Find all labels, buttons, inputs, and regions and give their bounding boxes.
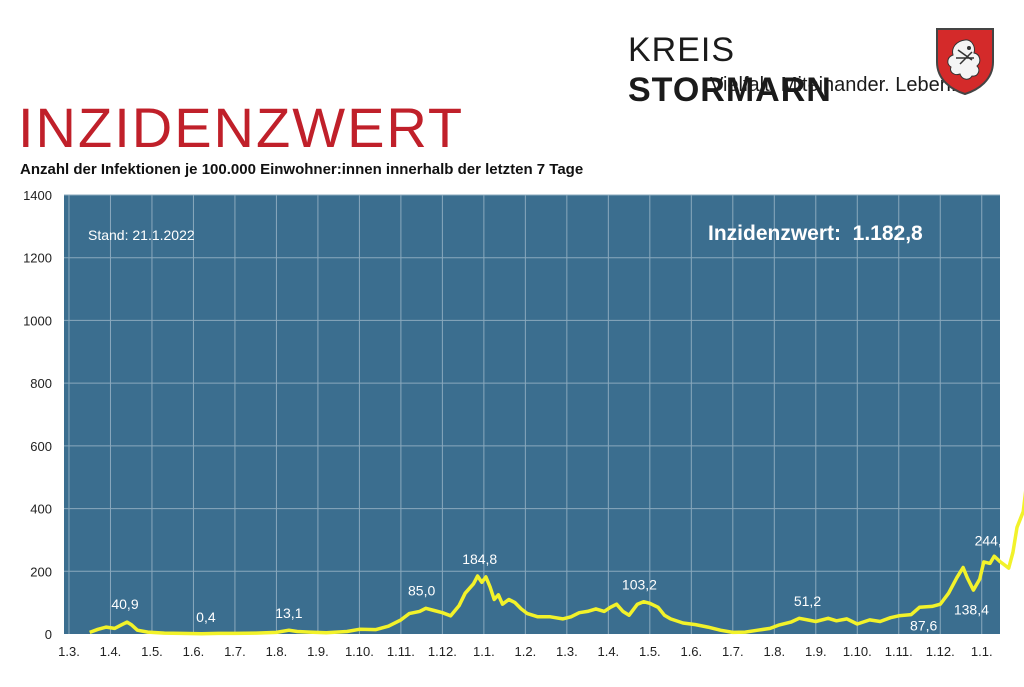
x-tick-label: 1.3. bbox=[58, 644, 80, 659]
x-tick-label: 1.5. bbox=[639, 644, 661, 659]
x-tick-label: 1.4. bbox=[597, 644, 619, 659]
y-tick-label: 0 bbox=[45, 627, 52, 642]
plot-area bbox=[64, 195, 1000, 634]
stand-date-label: Stand: 21.1.2022 bbox=[88, 227, 195, 243]
x-tick-label: 1.5. bbox=[141, 644, 163, 659]
x-tick-label: 1.6. bbox=[680, 644, 702, 659]
data-label: 40,9 bbox=[111, 596, 138, 612]
data-label: 0,4 bbox=[196, 609, 216, 625]
org-name-bold: STORMARN bbox=[628, 71, 832, 109]
x-tick-label: 1.8. bbox=[266, 644, 288, 659]
org-name: KREIS STORMARN bbox=[628, 30, 928, 110]
x-tick-label: 1.4. bbox=[100, 644, 122, 659]
x-tick-label: 1.3. bbox=[556, 644, 578, 659]
x-tick-label: 1.11. bbox=[885, 644, 913, 659]
x-axis-ticks: 1.3. 1.4. 1.5. 1.6. 1.7. 1.8. 1.9. 1.10. 1.11. 1.… bbox=[58, 644, 992, 659]
data-label: 500,1 bbox=[1010, 452, 1024, 468]
x-tick-label: 1.8. bbox=[763, 644, 785, 659]
x-tick-label: 1.10. bbox=[345, 644, 374, 659]
x-tick-label: 1.1. bbox=[971, 644, 993, 659]
y-tick-label: 400 bbox=[30, 502, 52, 517]
x-tick-label: 1.12. bbox=[926, 644, 955, 659]
coat-of-arms-icon bbox=[936, 28, 994, 96]
brand-logo-text: KREIS STORMARN Vielfalt. Miteinander. Le… bbox=[628, 30, 956, 110]
x-tick-label: 1.7. bbox=[722, 644, 744, 659]
x-tick-label: 1.2. bbox=[515, 644, 537, 659]
y-tick-label: 1000 bbox=[23, 313, 52, 328]
data-label: 184,8 bbox=[462, 551, 497, 567]
data-label: 244,5 bbox=[975, 532, 1010, 548]
x-tick-label: 1.1. bbox=[473, 644, 495, 659]
x-tick-label: 1.10. bbox=[843, 644, 872, 659]
y-tick-label: 800 bbox=[30, 376, 52, 391]
data-label: 13,1 bbox=[275, 605, 302, 621]
org-slogan: Vielfalt. Miteinander. Leben. bbox=[710, 74, 957, 96]
org-prefix: KREIS bbox=[628, 31, 736, 69]
x-tick-label: 1.9. bbox=[307, 644, 329, 659]
data-labels: 40,9 0,4 13,1 85,0 184,8 103,2 51,2 87,6 138,4 24… bbox=[111, 452, 1024, 633]
y-axis-ticks: 0 200 400 600 800 1000 1200 1400 bbox=[23, 188, 52, 642]
incidence-series-line bbox=[89, 490, 1024, 636]
page-title: INZIDENZWERT bbox=[18, 96, 465, 159]
x-tick-label: 1.7. bbox=[224, 644, 246, 659]
x-tick-label: 1.12. bbox=[428, 644, 457, 659]
x-tick-label: 1.11. bbox=[387, 644, 415, 659]
data-label: 51,2 bbox=[794, 593, 821, 609]
y-tick-label: 1200 bbox=[23, 251, 52, 266]
y-tick-label: 1400 bbox=[23, 188, 52, 203]
chart-subtitle: Anzahl der Infektionen je 100.000 Einwoh… bbox=[20, 161, 584, 178]
y-tick-label: 600 bbox=[30, 439, 52, 454]
data-label: 85,0 bbox=[408, 582, 435, 598]
x-tick-label: 1.9. bbox=[805, 644, 827, 659]
data-label: 103,2 bbox=[622, 577, 657, 593]
x-tick-label: 1.6. bbox=[183, 644, 205, 659]
data-label: 87,6 bbox=[910, 618, 937, 634]
data-label: 138,4 bbox=[954, 602, 989, 618]
current-incidence-label: Inzidenzwert: 1.182,8 bbox=[708, 222, 923, 245]
y-tick-label: 200 bbox=[30, 564, 52, 579]
gridlines bbox=[64, 194, 1000, 634]
